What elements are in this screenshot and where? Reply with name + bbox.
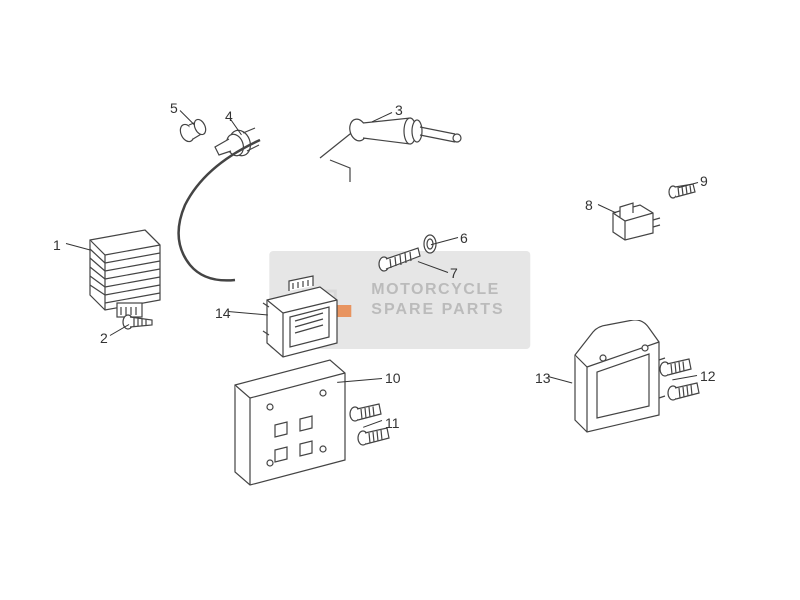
- callout-8: 8: [585, 197, 593, 213]
- callout-10: 10: [385, 370, 401, 386]
- callout-9: 9: [700, 173, 708, 189]
- callout-5: 5: [170, 100, 178, 116]
- watermark-line1: MOTORCYCLE: [371, 280, 504, 300]
- part-ignition-coil: [310, 110, 480, 190]
- callout-6: 6: [460, 230, 468, 246]
- parts-diagram: MSP MOTORCYCLE SPARE PARTS: [0, 0, 800, 600]
- part-ht-lead: [165, 135, 335, 295]
- part-bracket: [555, 320, 670, 440]
- callout-7: 7: [450, 265, 458, 281]
- callout-14: 14: [215, 305, 231, 321]
- part-screw-2: [120, 310, 160, 335]
- callout-11: 11: [385, 415, 400, 431]
- watermark-line2: SPARE PARTS: [371, 300, 504, 320]
- callout-3: 3: [395, 102, 403, 118]
- callout-12: 12: [700, 368, 716, 384]
- watermark-text: MOTORCYCLE SPARE PARTS: [371, 280, 504, 320]
- callout-13: 13: [535, 370, 551, 386]
- callout-1: 1: [53, 237, 61, 253]
- part-ecu: [255, 275, 350, 365]
- part-mount-plate: [215, 355, 365, 495]
- callout-4: 4: [225, 108, 233, 124]
- callout-2: 2: [100, 330, 108, 346]
